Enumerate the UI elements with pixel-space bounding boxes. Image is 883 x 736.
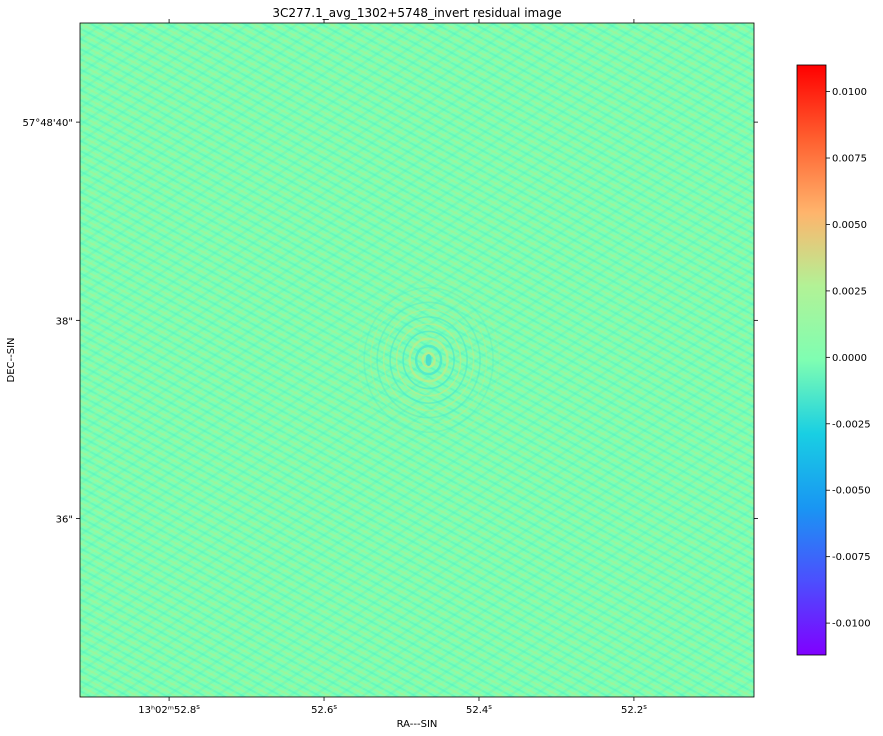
colorbar-tick-label: -0.0100 [832, 619, 871, 630]
residual-ring [369, 294, 488, 426]
x-tick-label: 52.4s [466, 703, 492, 716]
colorbar-tick-label: 0.0075 [832, 154, 867, 165]
y-tick-label: 57°48'40" [22, 118, 73, 129]
x-tick-label: 52.6s [311, 703, 337, 716]
y-tick-label: 36" [56, 515, 73, 526]
colorbar-ticks: 0.0100 0.0075 0.0050 0.0025 0.0000 -0.0025 -0.… [826, 87, 871, 630]
residual-ring [389, 316, 468, 404]
colorbar-tick-label: 0.0100 [832, 87, 867, 98]
source-core [425, 354, 432, 366]
x-tick-label: 13ʰ02ᵐ52.8s [138, 703, 200, 716]
x-axis: 13ʰ02ᵐ52.8s 52.6s 52.4s 52.2s [138, 19, 647, 716]
x-axis-label: RA---SIN [397, 719, 438, 730]
x-tick-label: 52.2s [621, 703, 647, 716]
residual-ring [376, 301, 481, 419]
residual-ring [395, 323, 462, 397]
colorbar-tick-label: 0.0050 [832, 220, 867, 231]
residual-ring [408, 337, 449, 383]
y-axis: 57°48'40" 38" 36" [22, 118, 758, 526]
colorbar-gradient [796, 64, 827, 656]
residual-ring [402, 330, 455, 390]
residual-ring [356, 279, 501, 441]
plot-frame [79, 22, 755, 698]
source-residual-rings [356, 279, 501, 441]
colorbar-tick-label: 0.0000 [832, 353, 867, 364]
colorbar-tick-label: -0.0025 [832, 419, 871, 430]
residual-image [80, 23, 754, 697]
y-tick-label: 38" [56, 316, 73, 327]
colorbar: 0.0100 0.0075 0.0050 0.0025 0.0000 -0.0025 -0.… [796, 64, 871, 656]
residual-ring [382, 308, 475, 412]
y-axis-label: DEC--SIN [6, 338, 17, 383]
chart-title: 3C277.1_avg_1302+5748_invert residual im… [272, 6, 561, 20]
residual-ring [363, 286, 494, 434]
colorbar-tick-label: 0.0025 [832, 286, 867, 297]
colorbar-tick-label: -0.0050 [832, 486, 871, 497]
residual-ring [414, 344, 443, 376]
colorbar-tick-label: -0.0075 [832, 552, 871, 563]
residual-ring [421, 352, 436, 368]
